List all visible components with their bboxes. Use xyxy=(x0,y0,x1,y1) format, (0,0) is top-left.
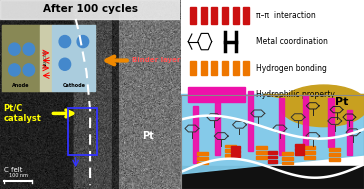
Text: NASICON: NASICON xyxy=(44,49,48,67)
Text: Anode: Anode xyxy=(12,83,29,88)
Bar xyxy=(231,150,240,153)
Bar xyxy=(328,98,334,147)
Bar xyxy=(329,158,340,161)
Bar xyxy=(2,25,40,91)
Bar xyxy=(40,25,52,91)
Bar xyxy=(0,0,180,19)
Polygon shape xyxy=(263,94,364,113)
Text: 100 nm: 100 nm xyxy=(9,173,27,178)
Bar xyxy=(256,151,267,154)
Bar xyxy=(268,151,277,154)
Bar xyxy=(225,149,236,152)
Bar xyxy=(197,157,208,160)
Bar xyxy=(304,156,314,159)
Text: Pt/C
catalyst: Pt/C catalyst xyxy=(4,104,41,123)
Bar xyxy=(243,7,249,24)
Bar xyxy=(211,61,217,75)
Circle shape xyxy=(9,43,20,55)
Circle shape xyxy=(23,64,35,76)
Bar xyxy=(52,25,95,91)
Polygon shape xyxy=(181,94,364,174)
Bar xyxy=(256,156,267,159)
Bar xyxy=(197,162,208,164)
Text: Hydrophilic property: Hydrophilic property xyxy=(256,90,335,99)
Bar xyxy=(233,7,238,24)
Circle shape xyxy=(59,36,71,48)
Bar xyxy=(233,61,238,75)
Bar xyxy=(225,145,236,147)
Bar xyxy=(197,152,208,155)
Bar xyxy=(201,61,207,75)
Bar xyxy=(231,146,240,149)
Bar xyxy=(190,7,196,24)
Bar xyxy=(68,108,97,155)
Bar xyxy=(231,154,240,157)
Text: Metal coordination: Metal coordination xyxy=(256,37,328,46)
Bar xyxy=(282,152,293,155)
Circle shape xyxy=(77,36,89,48)
Text: Aqueous Na-air batteries: Aqueous Na-air batteries xyxy=(4,25,92,29)
Bar xyxy=(302,94,308,147)
Bar xyxy=(282,157,293,160)
Bar xyxy=(222,61,228,75)
Ellipse shape xyxy=(280,85,364,127)
Bar xyxy=(181,94,364,189)
Bar xyxy=(295,144,305,147)
Bar xyxy=(295,152,305,155)
Circle shape xyxy=(23,43,35,55)
Text: Hydrogen bonding: Hydrogen bonding xyxy=(256,64,327,73)
Bar xyxy=(225,154,236,157)
Bar xyxy=(193,106,198,163)
Bar xyxy=(268,156,277,158)
Bar xyxy=(347,110,352,155)
Circle shape xyxy=(9,64,20,76)
Bar xyxy=(222,7,228,24)
Circle shape xyxy=(59,58,71,70)
Bar xyxy=(268,160,277,163)
Bar xyxy=(181,166,364,189)
Bar xyxy=(304,151,314,154)
Bar xyxy=(211,7,217,24)
Bar xyxy=(201,7,207,24)
Bar xyxy=(256,146,267,149)
Text: C felt: C felt xyxy=(4,167,22,173)
Bar xyxy=(304,146,314,149)
Text: π–π  interaction: π–π interaction xyxy=(256,11,316,20)
Bar xyxy=(248,91,253,151)
Bar xyxy=(190,61,196,75)
Text: Cathode: Cathode xyxy=(62,83,86,88)
Bar xyxy=(243,61,249,75)
Bar xyxy=(188,87,245,102)
Bar xyxy=(279,98,284,155)
Text: Pt: Pt xyxy=(335,97,349,107)
Text: After 100 cycles: After 100 cycles xyxy=(43,5,138,14)
Text: Binder layer: Binder layer xyxy=(131,57,180,64)
Bar xyxy=(329,148,340,151)
Bar xyxy=(282,162,293,164)
Bar xyxy=(2,25,95,91)
Bar xyxy=(295,148,305,151)
Text: Pt: Pt xyxy=(142,131,154,141)
Bar xyxy=(329,153,340,156)
Bar xyxy=(215,102,220,155)
